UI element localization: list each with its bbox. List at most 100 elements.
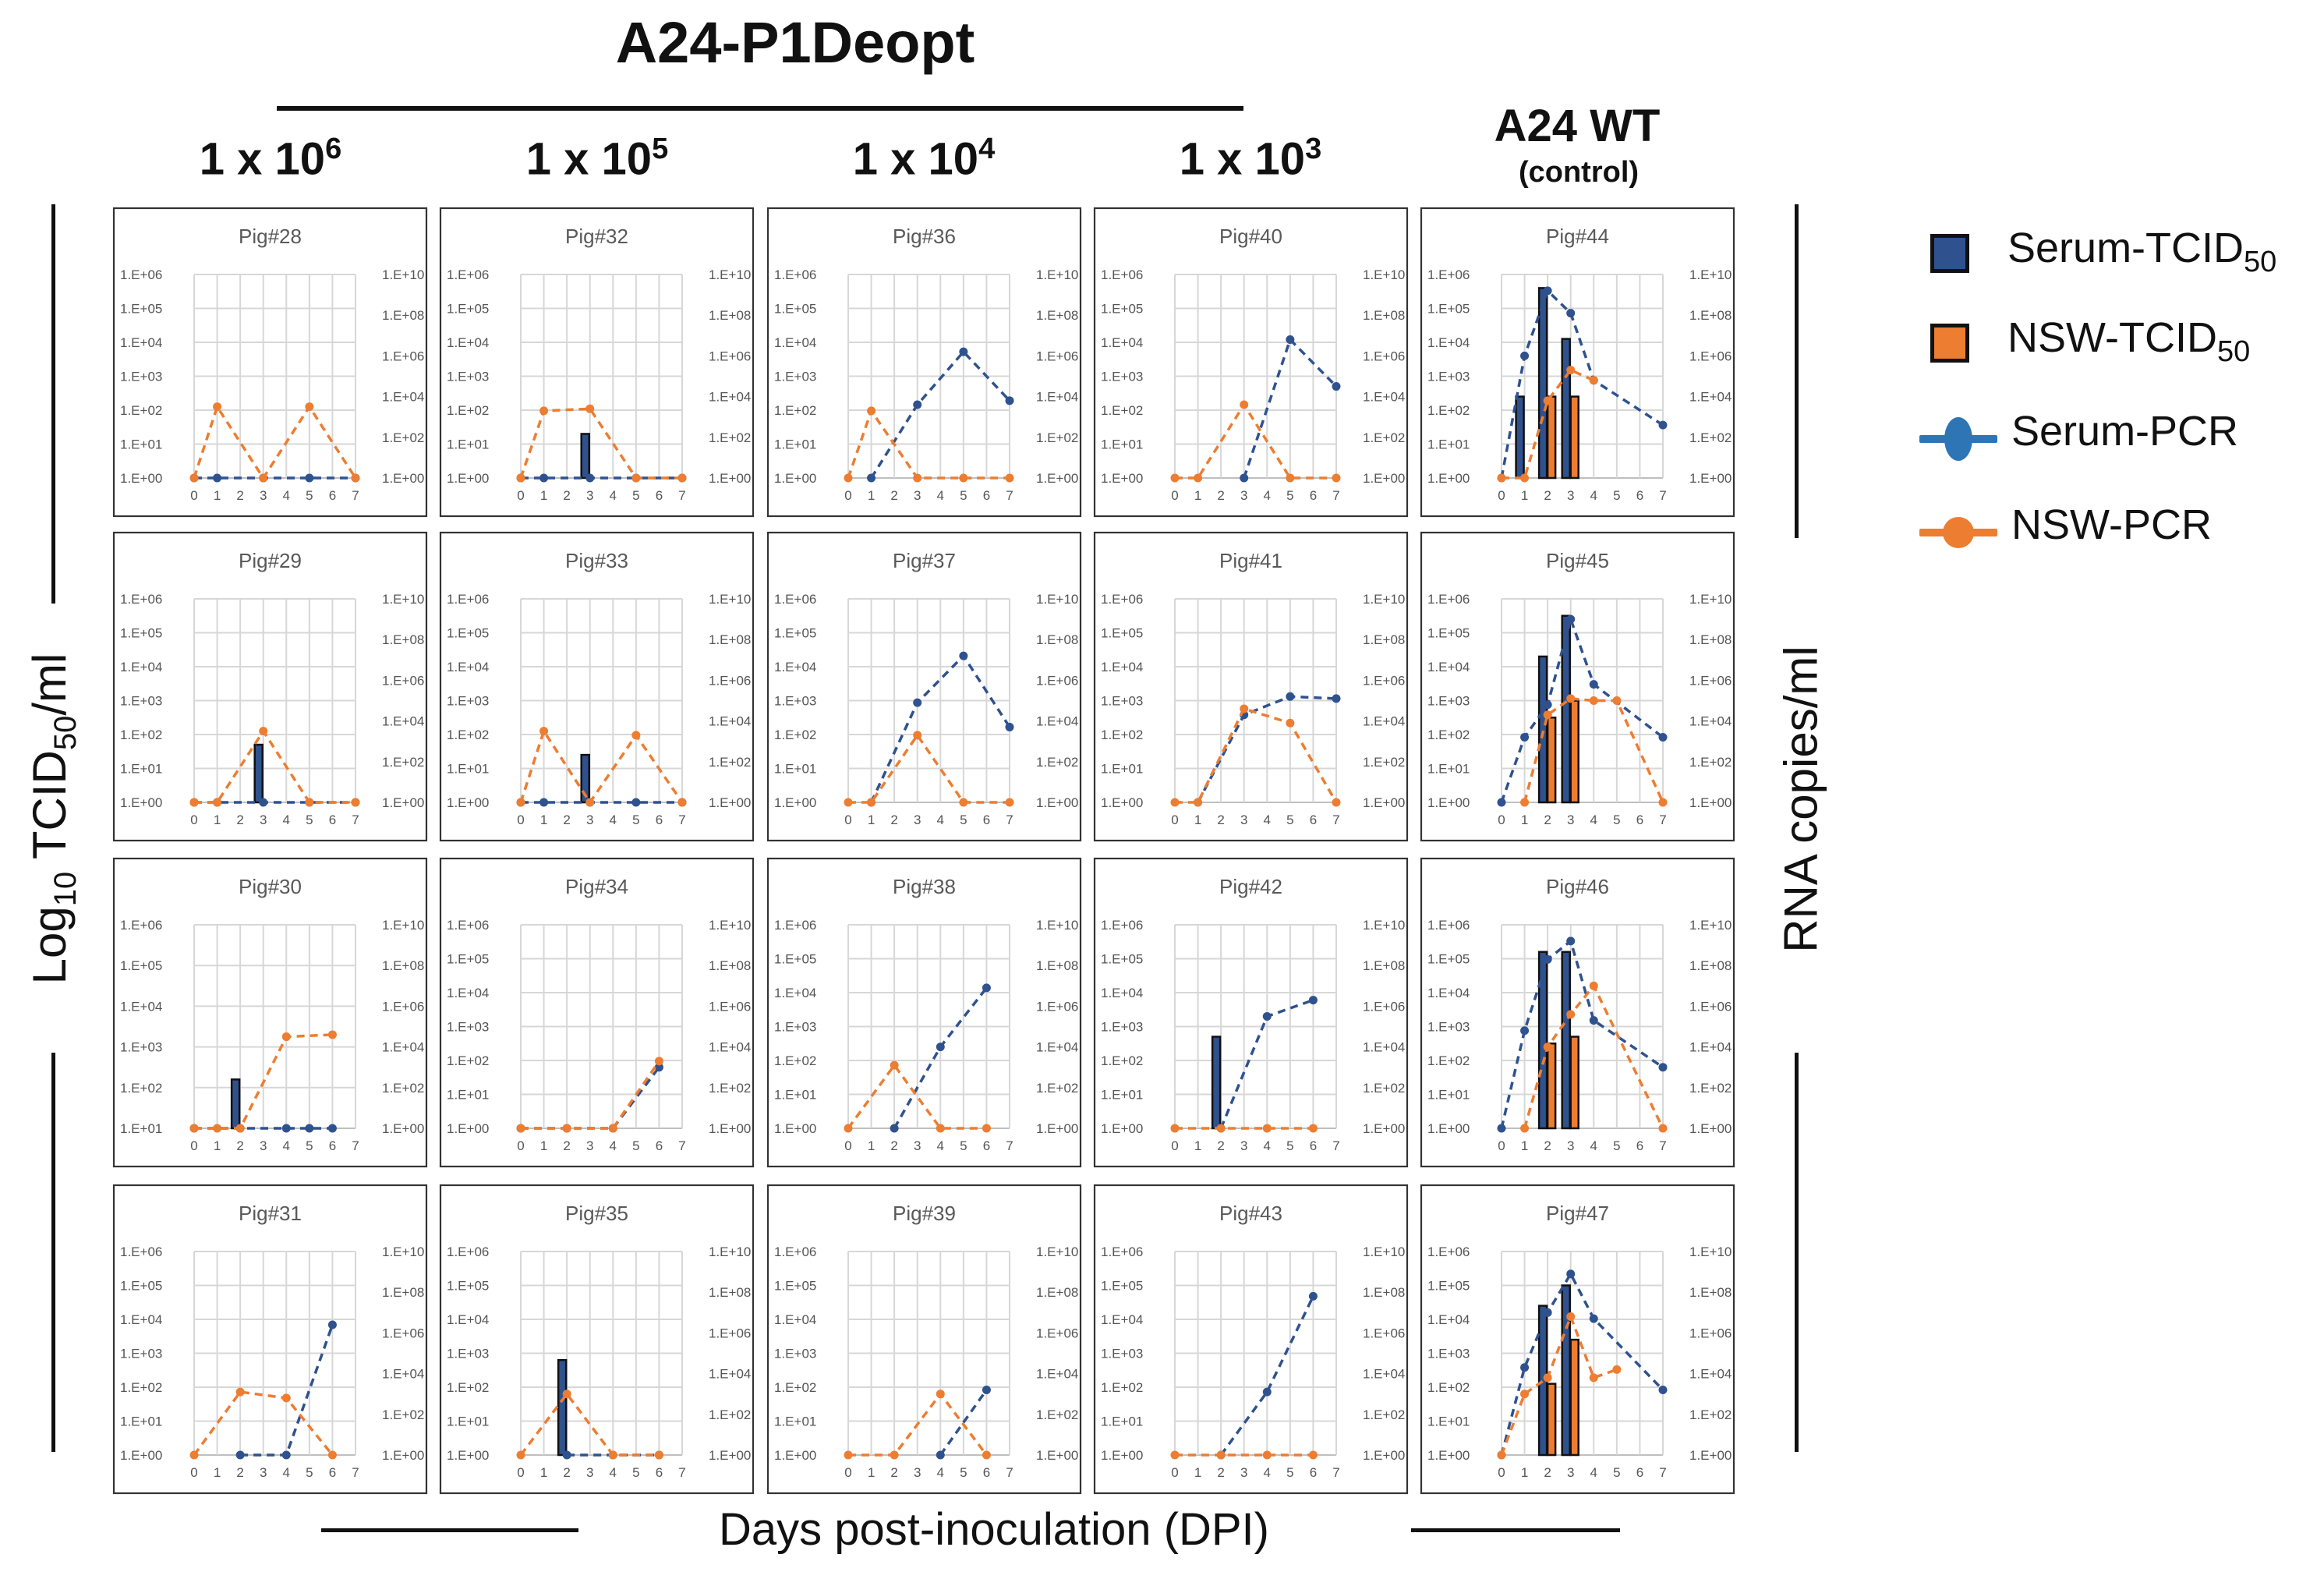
- y-tick-label: 1.E+02: [447, 728, 489, 742]
- x-tick-label: 5: [632, 1138, 639, 1153]
- panel-frame: [766, 1184, 1082, 1495]
- y2-tick-label: 1.E+06: [1036, 999, 1078, 1014]
- point-nsw-pcr: [1520, 473, 1530, 483]
- x-tick-label: 6: [656, 1138, 663, 1153]
- x-tick-label: 6: [329, 1465, 336, 1480]
- x-tick-label: 6: [1310, 1138, 1317, 1153]
- y2-tick-label: 1.E+10: [382, 592, 424, 607]
- y-tick-label: 1.E+03: [1101, 370, 1143, 384]
- y-tick-label: 1.E+04: [1101, 660, 1143, 674]
- x-tick-label: 5: [1286, 1138, 1293, 1153]
- point-nsw-pcr: [1308, 1124, 1318, 1133]
- y2-tick-label: 1.E+08: [1689, 632, 1732, 647]
- point-nsw-pcr: [516, 798, 525, 807]
- y-tick-label: 1.E+03: [774, 1020, 816, 1035]
- bar-serum-tcid50: [1561, 951, 1571, 1130]
- point-nsw-pcr: [351, 473, 360, 483]
- point-serum-pcr: [1308, 996, 1318, 1005]
- x-tick-label: 4: [1590, 813, 1597, 827]
- y-tick-label: 1.E+00: [1427, 1121, 1470, 1136]
- point-serum-pcr: [913, 400, 922, 409]
- y2-tick-label: 1.E+10: [1363, 1244, 1405, 1259]
- y2-tick-label: 1.E+08: [1036, 958, 1078, 973]
- x-tick-label: 4: [1264, 1138, 1271, 1153]
- point-nsw-pcr: [305, 798, 314, 807]
- control-note: (control): [1518, 156, 1640, 189]
- y2-tick-label: 1.E+06: [382, 673, 424, 688]
- x-tick-label: 5: [1286, 1465, 1293, 1480]
- y2-tick-label: 1.E+04: [709, 714, 751, 729]
- x-tick-label: 2: [1217, 813, 1224, 827]
- y2-tick-label: 1.E+00: [709, 795, 751, 810]
- point-serum-pcr: [213, 473, 222, 483]
- point-serum-pcr: [1543, 1308, 1552, 1317]
- point-serum-pcr: [913, 698, 922, 707]
- x-tick-label: 0: [190, 1138, 197, 1153]
- y2-tick-label: 1.E+06: [709, 1326, 751, 1340]
- x-tick-label: 1: [1521, 1138, 1528, 1153]
- x-tick-label: 3: [1240, 813, 1247, 827]
- point-nsw-pcr: [189, 473, 199, 483]
- y-tick-label: 1.E+04: [1101, 335, 1143, 350]
- point-nsw-pcr: [516, 473, 525, 483]
- y-tick-label: 1.E+01: [774, 437, 816, 452]
- y-tick-label: 1.E+03: [1101, 1020, 1143, 1035]
- panel-title: Pig#35: [565, 1202, 628, 1225]
- y-tick-label: 1.E+00: [1427, 1448, 1470, 1463]
- x-tick-label: 2: [1217, 1465, 1224, 1480]
- point-serum-pcr: [1286, 692, 1295, 701]
- bar-nsw-tcid50: [1569, 1338, 1579, 1457]
- point-nsw-pcr: [585, 404, 595, 413]
- point-serum-pcr: [1566, 936, 1576, 946]
- x-tick-label: 1: [868, 1465, 875, 1480]
- y-tick-label: 1.E+06: [1101, 267, 1143, 282]
- point-nsw-pcr: [259, 473, 268, 483]
- bar-serum-tcid50: [1561, 1284, 1571, 1457]
- x-tick-label: 0: [844, 813, 851, 827]
- y2-tick-label: 1.E+00: [1363, 795, 1405, 810]
- point-nsw-pcr: [959, 473, 968, 483]
- x-tick-label: 1: [540, 813, 547, 827]
- y2-tick-label: 1.E+00: [1363, 471, 1405, 486]
- y-tick-label: 1.E+00: [1101, 471, 1143, 486]
- y-tick-label: 1.E+03: [774, 370, 816, 384]
- x-tick-label: 4: [283, 488, 290, 503]
- point-nsw-pcr: [913, 473, 922, 483]
- y2-tick-label: 1.E+04: [382, 390, 424, 405]
- y2-tick-label: 1.E+00: [1036, 471, 1078, 486]
- x-tick-label: 5: [1613, 488, 1620, 503]
- x-tick-label: 5: [1286, 488, 1293, 503]
- y2-tick-label: 1.E+06: [382, 349, 424, 363]
- y2-tick-label: 1.E+06: [1363, 999, 1405, 1014]
- point-nsw-pcr: [1612, 696, 1622, 705]
- point-nsw-pcr: [982, 1450, 991, 1460]
- y2-tick-label: 1.E+00: [1036, 1121, 1078, 1136]
- point-serum-pcr: [982, 983, 991, 993]
- point-nsw-pcr: [1520, 1124, 1530, 1133]
- y-tick-label: 1.E+03: [1427, 1020, 1470, 1035]
- y-tick-label: 1.E+02: [120, 1081, 162, 1096]
- x-tick-label: 7: [1332, 1138, 1339, 1153]
- point-nsw-pcr: [677, 798, 687, 807]
- y2-tick-label: 1.E+04: [709, 1367, 751, 1382]
- y2-tick-label: 1.E+02: [1036, 1081, 1078, 1096]
- y2-tick-label: 1.E+02: [709, 430, 751, 445]
- x-tick-label: 7: [352, 488, 359, 503]
- point-nsw-pcr: [1566, 1312, 1576, 1322]
- y-tick-label: 1.E+05: [774, 1279, 816, 1294]
- panel-title: Pig#39: [893, 1202, 956, 1225]
- x-tick-label: 2: [236, 488, 243, 503]
- y-tick-label: 1.E+05: [774, 302, 816, 317]
- x-tick-label: 3: [1240, 1465, 1247, 1480]
- y-tick-label: 1.E+05: [1427, 302, 1470, 317]
- line-nsw-pcr: [848, 732, 1010, 804]
- point-serum-pcr: [1543, 286, 1552, 296]
- point-nsw-pcr: [351, 798, 360, 807]
- y2-tick-label: 1.E+00: [1689, 1121, 1732, 1136]
- y-tick-label: 1.E+04: [774, 660, 816, 674]
- panel-title: Pig#43: [1219, 1202, 1282, 1225]
- y2-tick-label: 1.E+10: [709, 918, 751, 933]
- panel-pig-34: Pig#34 1.E+00 1.E+01 1.E+02 1.E+03 1.E+04 1.E+…: [439, 857, 755, 1168]
- point-nsw-pcr: [608, 1124, 617, 1133]
- column-header-base: 1 x 10: [852, 133, 979, 185]
